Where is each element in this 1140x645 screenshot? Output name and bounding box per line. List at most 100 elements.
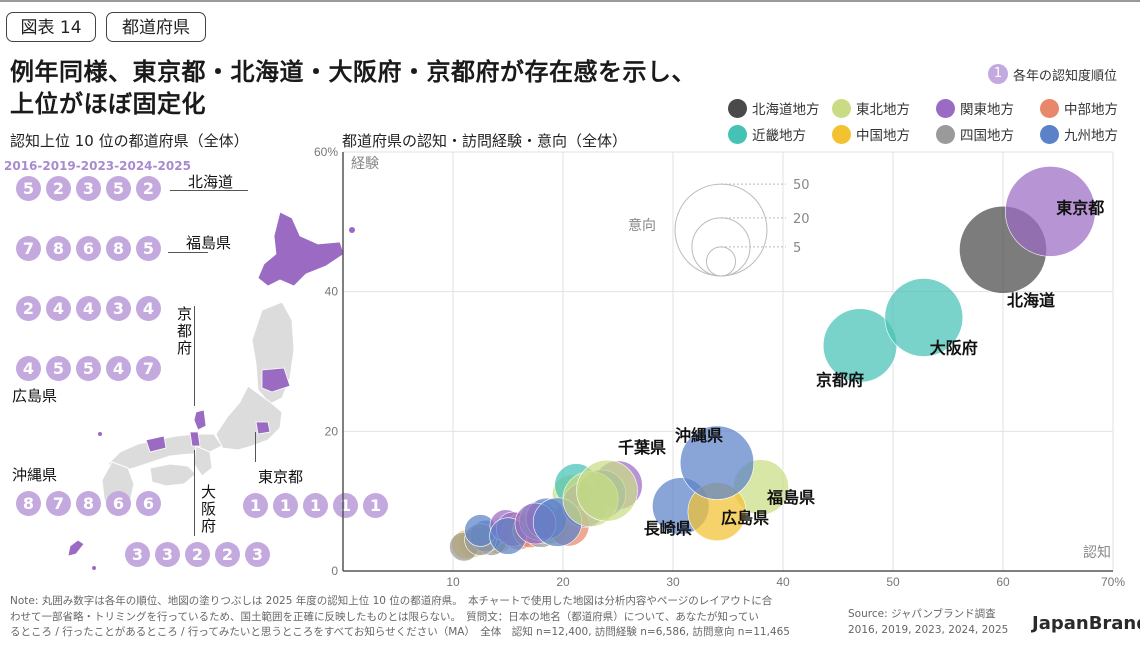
leader-line bbox=[194, 450, 195, 536]
top-rule bbox=[0, 0, 1140, 2]
region-swatch-icon bbox=[1040, 98, 1059, 118]
region-legend-item: 四国地方 bbox=[936, 124, 1040, 144]
rank-badge: 7 bbox=[16, 236, 41, 261]
map-shikoku bbox=[149, 463, 197, 487]
chart-title: 都道府県の認知・訪問経験・意向（全体） bbox=[342, 132, 628, 150]
rank-badge: 2 bbox=[185, 542, 210, 567]
region-legend-label: 北海道地方 bbox=[752, 102, 820, 118]
x-tick-label: 10 bbox=[446, 575, 460, 589]
region-swatch-icon bbox=[936, 124, 955, 144]
region-swatch-icon bbox=[832, 124, 851, 144]
bubble-label: 大阪府 bbox=[930, 339, 978, 358]
map-label-hokkaido: 北海道 bbox=[188, 173, 234, 191]
map-label-kyoto: 京都府 bbox=[175, 306, 193, 357]
data-bubble bbox=[576, 459, 638, 522]
map-label-osaka: 大阪府 bbox=[199, 484, 217, 535]
region-swatch-icon bbox=[832, 98, 851, 118]
rank-badge: 6 bbox=[106, 491, 131, 516]
category-badge: 都道府県 bbox=[106, 12, 206, 42]
rank-badge: 3 bbox=[155, 542, 180, 567]
rank-badge: 4 bbox=[46, 296, 71, 321]
rank-legend-label: 各年の認知度順位 bbox=[1013, 68, 1118, 84]
map-kyoto bbox=[193, 409, 207, 431]
rank-badge: 6 bbox=[136, 491, 161, 516]
x-tick-label: 20 bbox=[556, 575, 570, 589]
rank-badge: 2 bbox=[215, 542, 240, 567]
japan-map bbox=[67, 211, 355, 570]
footnote: Note: 丸囲み数字は各年の順位、地図の塗りつぶしは 2025 年度の認知上位… bbox=[10, 594, 820, 641]
region-swatch-icon bbox=[728, 98, 747, 118]
bubble-label: 京都府 bbox=[816, 370, 864, 389]
bubble-label: 沖縄県 bbox=[675, 426, 723, 445]
headline-line1: 例年同様、東京都・北海道・大阪府・京都府が存在感を示し、 bbox=[10, 58, 696, 86]
source: Source: ジャパンブランド調査 2016, 2019, 2023, 202… bbox=[848, 607, 1008, 638]
footnote-line: るところ / 行ったことがあるところ / 行ってみたいと思うところをすべてお知ら… bbox=[10, 626, 790, 638]
region-legend-item: 関東地方 bbox=[936, 98, 1040, 118]
region-legend-label: 近畿地方 bbox=[752, 128, 806, 144]
rank-badge: 5 bbox=[16, 176, 41, 201]
rank-badge: 3 bbox=[245, 542, 270, 567]
bubble-label: 北海道 bbox=[1007, 291, 1055, 310]
headline-line2: 上位がほぼ固定化 bbox=[10, 90, 206, 118]
brand-logo: JapanBrand bbox=[1032, 613, 1140, 634]
rank-badge: 3 bbox=[106, 296, 131, 321]
rank-badge: 5 bbox=[76, 356, 101, 381]
region-legend-item: 九州地方 bbox=[1040, 124, 1138, 144]
x-axis-label: 認知 bbox=[1083, 544, 1111, 561]
size-legend-title: 意向 bbox=[628, 217, 656, 234]
region-legend-label: 中国地方 bbox=[856, 128, 910, 144]
region-swatch-icon bbox=[728, 124, 747, 144]
region-legend: 北海道地方 東北地方 関東地方 中部地方 近畿地方 中国地方 四国地方 九州地方 bbox=[728, 98, 1138, 144]
map-okinawa bbox=[67, 539, 85, 557]
rank-badge: 3 bbox=[125, 542, 150, 567]
rank-badge: 1 bbox=[243, 493, 268, 518]
footnote-line: Note: 丸囲み数字は各年の順位、地図の塗りつぶしは 2025 年度の認知上位… bbox=[10, 595, 773, 607]
rank-years-label: 2016-2019-2023-2024-2025 bbox=[4, 159, 191, 173]
region-legend-label: 関東地方 bbox=[960, 102, 1014, 118]
rank-badge: 1 bbox=[303, 493, 328, 518]
rank-badge: 3 bbox=[76, 176, 101, 201]
data-bubble bbox=[679, 425, 755, 500]
region-swatch-icon bbox=[1040, 124, 1059, 144]
region-legend-label: 東北地方 bbox=[856, 102, 910, 118]
rank-badge: 6 bbox=[76, 236, 101, 261]
map-label-tokyo: 東京都 bbox=[258, 468, 304, 486]
leader-line bbox=[170, 190, 248, 191]
size-legend-circle bbox=[705, 246, 737, 277]
region-legend-item: 中国地方 bbox=[832, 124, 936, 144]
rank-badge: 8 bbox=[76, 491, 101, 516]
rank-badge: 4 bbox=[136, 296, 161, 321]
y-axis-label: 経験 bbox=[351, 156, 379, 172]
size-legend-circle bbox=[674, 183, 768, 277]
map-label-okinawa: 沖縄県 bbox=[12, 466, 58, 484]
region-legend-label: 九州地方 bbox=[1064, 128, 1118, 144]
rank-badge: 1 bbox=[273, 493, 298, 518]
map-label-fukushima: 福島県 bbox=[186, 234, 232, 252]
bubble-label: 千葉県 bbox=[618, 438, 666, 457]
map-island bbox=[349, 227, 355, 233]
source-line: Source: ジャパンブランド調査 bbox=[848, 608, 996, 620]
region-legend-item: 北海道地方 bbox=[728, 98, 832, 118]
figure-number-badge: 図表 14 bbox=[6, 12, 96, 42]
rank-badge: 2 bbox=[46, 176, 71, 201]
x-tick-label: 60 bbox=[996, 575, 1010, 589]
rank-badge: 7 bbox=[136, 356, 161, 381]
source-line: 2016, 2019, 2023, 2024, 2025 bbox=[848, 623, 1009, 636]
map-honshu-central bbox=[215, 385, 283, 451]
region-legend-item: 中部地方 bbox=[1040, 98, 1138, 118]
bubble-label: 広島県 bbox=[721, 509, 769, 528]
map-hiroshima bbox=[145, 435, 167, 453]
rank-badge: 1 bbox=[333, 493, 358, 518]
y-tick-label: 20 bbox=[325, 424, 339, 438]
map-island bbox=[98, 432, 102, 436]
map-fukushima bbox=[261, 367, 291, 393]
rank-badge: 5 bbox=[46, 356, 71, 381]
y-tick-label: 60% bbox=[314, 145, 338, 159]
bubble-label: 東京都 bbox=[1056, 198, 1104, 217]
y-tick-label: 0 bbox=[331, 564, 338, 578]
rank-badge: 8 bbox=[16, 491, 41, 516]
